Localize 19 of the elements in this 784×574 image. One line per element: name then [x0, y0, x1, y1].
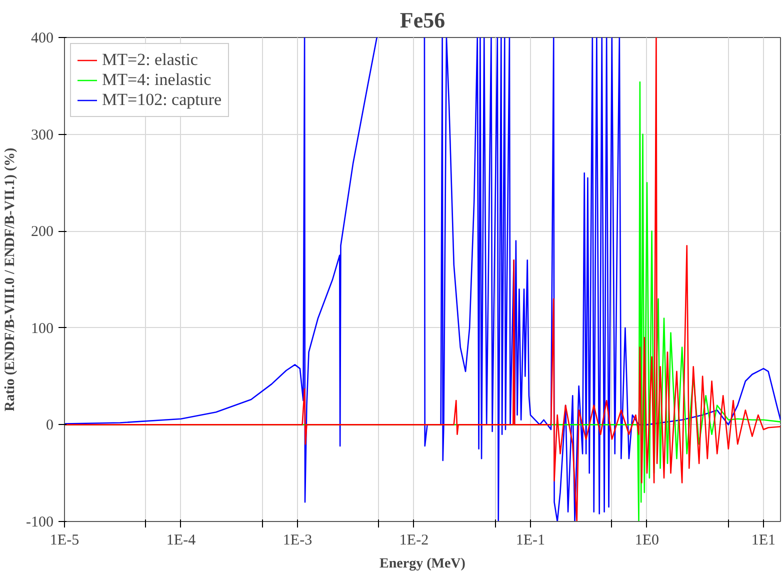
y-tick-label: 100 — [31, 320, 54, 337]
legend-label: MT=2: elastic — [102, 50, 198, 70]
x-tick-label: 1E-3 — [282, 532, 312, 548]
x-tick-label: 1E-4 — [166, 532, 196, 548]
x-axis-title: Energy (MeV) — [380, 556, 466, 572]
legend-label: MT=4: inelastic — [102, 70, 212, 90]
chart-title: Fe56 — [400, 8, 446, 32]
x-tick-label: 1E-5 — [50, 532, 80, 548]
x-tick-label: 1E-2 — [399, 532, 429, 548]
y-axis-title: Ratio (ENDF/B-VIII.0 / ENDF/B-VII.1) (%) — [3, 147, 18, 412]
x-tick-label: 1E0 — [634, 532, 660, 548]
legend-label: MT=102: capture — [102, 90, 222, 110]
y-tick-label: 0 — [46, 418, 54, 434]
x-tick-label: 1E1 — [751, 532, 776, 548]
y-tick-label: -100 — [26, 514, 54, 530]
y-tick-label: 400 — [31, 30, 54, 46]
y-tick-label: 200 — [31, 224, 54, 240]
x-tick-label: 1E-1 — [516, 532, 546, 548]
y-tick-label: 300 — [31, 127, 54, 144]
